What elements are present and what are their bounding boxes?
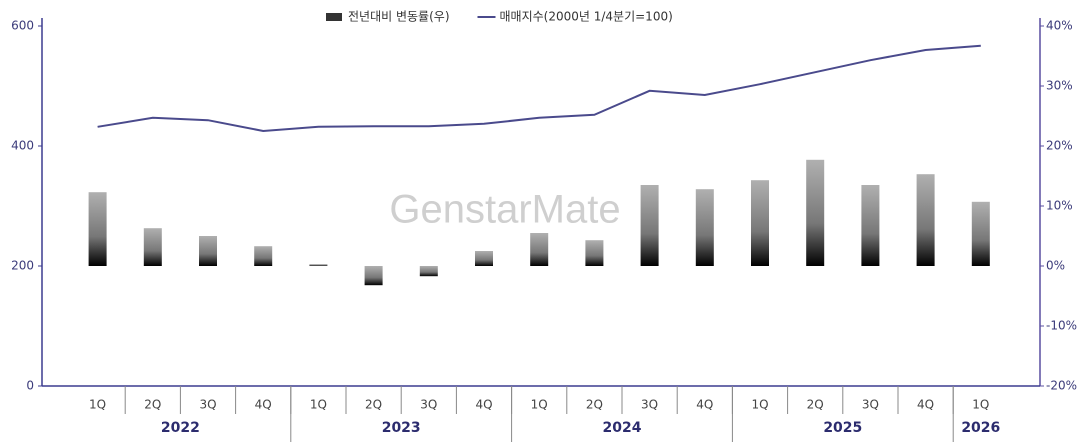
bar [695,189,714,266]
y-tick-label: 0 [26,379,34,393]
bar [971,201,990,266]
y-tick-label: 400 [11,139,34,153]
x-tick-label: 4Q [475,398,492,412]
watermark: GenstarMate [389,188,620,232]
year-label: 2026 [961,420,1000,436]
y2-tick-label: -20% [1046,379,1077,393]
legend-label: 매매지수(2000년 1/4분기=100) [500,10,673,24]
bar [254,246,273,266]
bar [806,159,825,266]
bar [364,266,383,286]
x-tick-label: 2Q [365,398,382,412]
bar [143,228,162,266]
bar [640,185,659,266]
bar [475,251,493,266]
year-label: 2022 [161,420,200,436]
x-tick-label: 1Q [751,398,768,412]
x-tick-label: 3Q [641,398,658,412]
bar [751,180,769,266]
x-tick-label: 3Q [420,398,437,412]
x-tick-label: 3Q [199,398,216,412]
x-tick-label: 4Q [917,398,934,412]
bar [585,240,604,266]
bar [861,185,880,266]
year-label: 2024 [603,420,642,436]
x-tick-label: 2Q [586,398,603,412]
y-tick-label: 200 [11,259,34,273]
x-tick-label: 2Q [144,398,161,412]
year-label: 2025 [823,420,862,436]
bar [530,233,549,266]
x-tick-label: 1Q [310,398,327,412]
y2-tick-label: 0% [1046,259,1065,273]
bar [916,174,935,266]
year-label: 2023 [382,420,421,436]
x-tick-label: 2Q [807,398,824,412]
bar [419,266,438,277]
x-tick-label: 1Q [531,398,548,412]
y2-tick-label: 30% [1046,79,1073,93]
x-tick-label: 3Q [862,398,879,412]
legend-swatch [326,13,342,21]
bar [309,264,328,266]
y2-tick-label: 20% [1046,139,1073,153]
legend-label: 전년대비 변동률(우) [348,10,450,24]
bar [199,236,217,266]
y-tick-label: 600 [11,19,34,33]
bar [88,192,107,266]
line [97,44,981,133]
x-tick-label: 4Q [255,398,272,412]
y2-tick-label: -10% [1046,319,1077,333]
x-tick-label: 4Q [696,398,713,412]
x-tick-label: 1Q [89,398,106,412]
x-tick-label: 1Q [972,398,989,412]
y2-tick-label: 40% [1046,19,1073,33]
y2-tick-label: 10% [1046,199,1073,213]
